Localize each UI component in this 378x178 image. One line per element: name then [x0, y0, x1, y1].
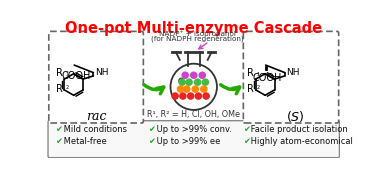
Circle shape	[187, 93, 194, 99]
Text: One-pot Multi-enzyme Cascade: One-pot Multi-enzyme Cascade	[65, 21, 322, 36]
Text: COOH: COOH	[61, 71, 90, 81]
Text: $^1$: $^1$	[257, 71, 261, 77]
Text: R¹, R² = H, Cl, OH, OMe: R¹, R² = H, Cl, OH, OMe	[147, 110, 240, 119]
FancyBboxPatch shape	[243, 31, 339, 123]
Text: ✔: ✔	[55, 125, 62, 134]
Text: ✔: ✔	[148, 125, 155, 134]
Text: R: R	[56, 84, 63, 94]
Text: rac: rac	[86, 110, 106, 123]
Text: Metal-free: Metal-free	[61, 137, 107, 146]
Text: $(S)$: $(S)$	[286, 109, 305, 124]
Text: Up to >99% conv.: Up to >99% conv.	[154, 125, 232, 134]
Circle shape	[199, 72, 205, 78]
Text: R: R	[247, 84, 254, 94]
Text: ✔: ✔	[55, 137, 62, 146]
Text: $^2$: $^2$	[257, 85, 261, 91]
Text: ✔: ✔	[243, 125, 249, 134]
Circle shape	[192, 86, 198, 92]
Circle shape	[201, 86, 207, 92]
Circle shape	[195, 79, 201, 85]
Circle shape	[195, 93, 201, 99]
Text: Highly atom-economical: Highly atom-economical	[248, 137, 353, 146]
Text: (for NADPH regeneration): (for NADPH regeneration)	[151, 36, 244, 42]
Circle shape	[179, 79, 185, 85]
Text: NH: NH	[287, 68, 300, 77]
Circle shape	[186, 79, 192, 85]
Circle shape	[203, 93, 209, 99]
Circle shape	[202, 79, 208, 85]
Text: NH: NH	[95, 68, 108, 77]
Text: R: R	[247, 68, 254, 78]
Text: NADP⁺ + isopropanol: NADP⁺ + isopropanol	[159, 30, 236, 37]
Text: $^2$: $^2$	[65, 85, 70, 91]
Circle shape	[191, 72, 197, 78]
Text: COOH: COOH	[253, 73, 282, 83]
Circle shape	[184, 86, 190, 92]
FancyBboxPatch shape	[49, 31, 143, 123]
Text: ✔: ✔	[243, 137, 249, 146]
Circle shape	[182, 72, 188, 78]
Text: R: R	[56, 68, 63, 78]
Circle shape	[170, 64, 217, 110]
Text: Mild conditions: Mild conditions	[61, 125, 127, 134]
Text: $^1$: $^1$	[65, 71, 70, 77]
Circle shape	[180, 93, 186, 99]
Text: ✔: ✔	[148, 137, 155, 146]
Circle shape	[179, 78, 184, 83]
Text: Facile product isolation: Facile product isolation	[248, 125, 348, 134]
FancyBboxPatch shape	[48, 121, 339, 158]
Circle shape	[177, 86, 184, 92]
Text: Up to >99% ee: Up to >99% ee	[154, 137, 220, 146]
Circle shape	[172, 93, 178, 99]
